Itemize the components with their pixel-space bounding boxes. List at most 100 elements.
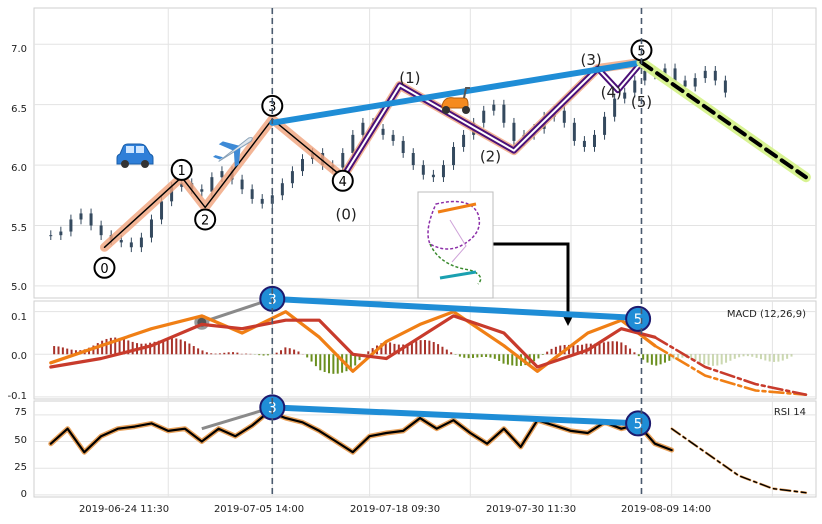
- candle-body: [432, 175, 435, 177]
- candle-body: [674, 68, 677, 80]
- macd-histogram-bar: [245, 354, 247, 355]
- macd-histogram-bar: [175, 338, 177, 354]
- macd-histogram-bar: [489, 354, 491, 357]
- y-tick-label: 5.5: [11, 223, 27, 234]
- macd-histogram-bar: [612, 341, 614, 354]
- macd-histogram-bar: [625, 345, 627, 354]
- candle-body: [512, 123, 515, 141]
- candle-body: [633, 81, 636, 93]
- candle-body: [704, 71, 707, 78]
- candle-body: [392, 135, 395, 141]
- candle-body: [69, 219, 72, 231]
- rsi-title: RSI 14: [774, 407, 806, 418]
- macd-histogram-bar: [201, 350, 203, 354]
- macd-histogram-bar: [660, 354, 662, 364]
- candle-body: [694, 78, 697, 86]
- y-tick-label: 6.0: [11, 163, 27, 174]
- candle-body: [241, 180, 244, 190]
- macd-histogram-bar: [472, 354, 474, 358]
- macd-histogram-bar: [712, 354, 714, 366]
- candle-body: [281, 183, 284, 195]
- macd-histogram-bar: [319, 354, 321, 370]
- macd-histogram-bar: [769, 354, 771, 361]
- candle-body: [724, 81, 727, 93]
- macd-histogram-bar: [494, 354, 496, 359]
- macd-histogram-bar: [389, 342, 391, 354]
- macd-histogram-bar: [747, 354, 749, 356]
- macd-histogram-bar: [777, 354, 779, 361]
- macd-histogram-bar: [651, 354, 653, 365]
- macd-histogram-bar: [197, 348, 199, 354]
- candle-body: [160, 201, 163, 219]
- macd-histogram-bar: [729, 354, 731, 360]
- macd-histogram-bar: [725, 354, 727, 362]
- candle-body: [79, 213, 82, 219]
- macd-histogram-bar: [716, 354, 718, 365]
- macd-histogram-bar: [476, 354, 478, 357]
- macd-histogram-bar: [62, 347, 64, 354]
- macd-histogram-bar: [708, 354, 710, 365]
- y-tick-label: 25: [14, 462, 27, 473]
- candle-body: [120, 240, 123, 242]
- macd-histogram-bar: [503, 354, 505, 363]
- wave-label: 2: [201, 213, 209, 228]
- macd-histogram-bar: [751, 354, 753, 356]
- macd-histogram-bar: [206, 352, 208, 354]
- macd-histogram-bar: [537, 354, 539, 358]
- macd-histogram-bar: [677, 354, 679, 358]
- candle-body: [573, 123, 576, 141]
- wave-label: 1: [178, 164, 186, 179]
- macd-histogram-bar: [311, 354, 313, 361]
- candle-body: [502, 105, 505, 123]
- candle-body: [351, 135, 354, 153]
- macd-histogram-bar: [193, 346, 195, 354]
- candle-body: [643, 71, 646, 81]
- macd-histogram-bar: [332, 354, 334, 374]
- candle-body: [261, 199, 264, 204]
- macd-histogram-bar: [306, 354, 308, 357]
- wave-label: (1): [399, 69, 420, 87]
- wave-label: (3): [581, 51, 602, 69]
- macd-histogram-bar: [664, 354, 666, 362]
- macd-histogram-bar: [485, 354, 487, 357]
- macd-histogram-bar: [764, 354, 766, 360]
- candle-body: [442, 165, 445, 177]
- y-tick-label: 6.5: [11, 104, 27, 115]
- candle-body: [130, 242, 133, 247]
- macd-histogram-bar: [638, 354, 640, 356]
- macd-histogram-bar: [167, 339, 169, 355]
- macd-histogram-bar: [773, 354, 775, 362]
- candle-body: [462, 135, 465, 147]
- macd-histogram-bar: [756, 354, 758, 358]
- macd-histogram-bar: [105, 339, 107, 354]
- candle-body: [452, 147, 455, 165]
- candle-body: [59, 232, 62, 236]
- y-tick-label: 0.0: [11, 351, 27, 362]
- x-tick-label: 2019-07-05 14:00: [214, 504, 304, 515]
- candle-body: [684, 81, 687, 87]
- macd-histogram-bar: [66, 349, 68, 355]
- macd-histogram-bar: [53, 346, 55, 354]
- macd-histogram-bar: [341, 354, 343, 372]
- x-tick-label: 2019-07-18 09:30: [350, 504, 440, 515]
- wave-label: 4: [339, 175, 347, 190]
- macd-histogram-bar: [441, 347, 443, 355]
- macd-histogram-bar: [542, 354, 544, 355]
- macd-histogram-bar: [210, 353, 212, 354]
- macd-histogram-bar: [420, 340, 422, 354]
- candle-body: [301, 159, 304, 171]
- macd-histogram-bar: [481, 354, 483, 357]
- macd-histogram-bar: [551, 349, 553, 354]
- macd-histogram-bar: [315, 354, 317, 366]
- candle-body: [482, 111, 485, 123]
- macd-histogram-bar: [786, 354, 788, 359]
- candle-body: [583, 141, 586, 147]
- macd-histogram-bar: [703, 354, 705, 364]
- macd-histogram-bar: [428, 341, 430, 355]
- macd-histogram-bar: [738, 354, 740, 357]
- macd-histogram-bar: [328, 354, 330, 373]
- macd-histogram-bar: [463, 354, 465, 357]
- macd-histogram-bar: [276, 353, 278, 355]
- macd-histogram-bar: [782, 354, 784, 360]
